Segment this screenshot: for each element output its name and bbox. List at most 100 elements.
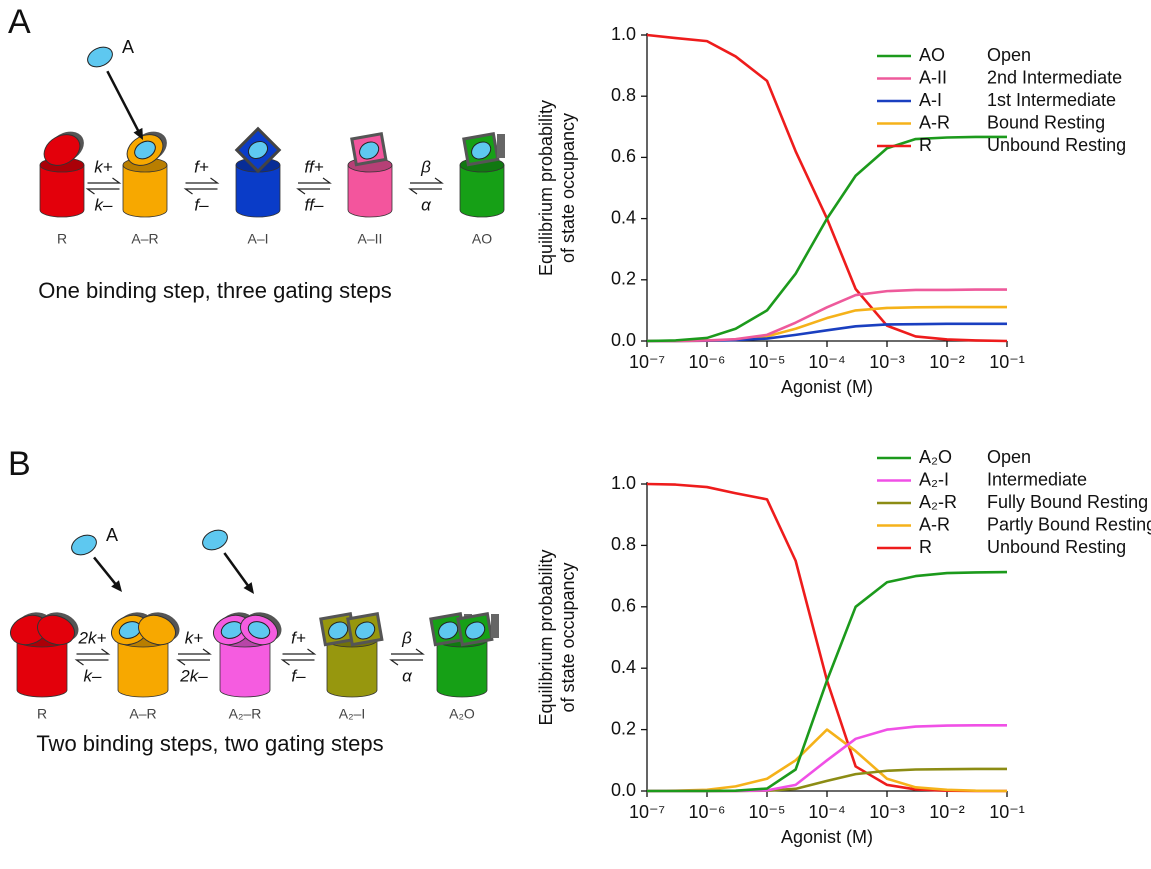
channel-state bbox=[39, 131, 85, 218]
x-tick-label: 10⁻⁷ bbox=[629, 352, 665, 372]
channel-state bbox=[429, 612, 499, 698]
legend-name: A₂-I bbox=[919, 469, 949, 489]
legend-name: A₂-R bbox=[919, 492, 957, 512]
binding-arrowhead bbox=[111, 580, 122, 592]
forward-rate: k+ bbox=[94, 157, 113, 176]
channel-state bbox=[213, 612, 282, 698]
legend-name: R bbox=[919, 135, 932, 155]
x-tick-label: 10⁻⁴ bbox=[808, 802, 845, 822]
channel-state bbox=[122, 131, 168, 218]
state-label: A–R bbox=[129, 706, 156, 722]
binding-arrow bbox=[93, 556, 118, 587]
channel-body bbox=[122, 164, 168, 218]
x-axis-label: Agonist (M) bbox=[781, 377, 873, 397]
state-label: A₂O bbox=[449, 706, 475, 722]
agonist-label: A bbox=[106, 525, 118, 545]
x-axis-label: Agonist (M) bbox=[781, 827, 873, 847]
forward-rate: f+ bbox=[291, 628, 306, 647]
bound-agonist bbox=[465, 621, 486, 640]
forward-arrow bbox=[76, 648, 111, 655]
legend-name: A₂O bbox=[919, 447, 952, 467]
legend-description: Unbound Resting bbox=[987, 537, 1126, 557]
channel-state bbox=[111, 612, 180, 698]
y-axis-label: of state occupancy bbox=[558, 113, 578, 263]
bound-agonist bbox=[471, 141, 492, 160]
backward-rate: 2k– bbox=[179, 666, 208, 685]
backward-arrow bbox=[74, 659, 109, 666]
bound-agonist bbox=[134, 140, 156, 160]
channel-body bbox=[39, 164, 85, 218]
legend-description: 2nd Intermediate bbox=[987, 67, 1122, 87]
backward-rate: f– bbox=[194, 195, 209, 214]
state-label: A–II bbox=[358, 231, 383, 247]
legend-name: R bbox=[919, 537, 932, 557]
binding-arrow bbox=[106, 70, 141, 134]
channel-body bbox=[117, 639, 169, 698]
legend-description: Bound Resting bbox=[987, 112, 1105, 132]
bound-agonist bbox=[247, 621, 271, 639]
series-line bbox=[646, 33, 1008, 343]
x-tick-label: 10⁻² bbox=[929, 352, 965, 372]
cap bbox=[43, 134, 81, 166]
x-tick-label: 10⁻⁴ bbox=[808, 352, 845, 372]
bound-agonist bbox=[438, 621, 459, 640]
y-axis-label: Equilibrium probability bbox=[536, 549, 556, 725]
backward-arrow bbox=[176, 659, 210, 666]
y-axis-label: of state occupancy bbox=[558, 562, 578, 712]
cap-side bbox=[491, 614, 499, 638]
legend-name: A-I bbox=[919, 90, 942, 110]
agonist bbox=[87, 46, 113, 68]
backward-arrow bbox=[85, 188, 120, 195]
legend-name: A-R bbox=[919, 112, 950, 132]
channel-state bbox=[459, 132, 505, 218]
y-tick-label: 1.0 bbox=[611, 24, 636, 44]
agonist bbox=[202, 529, 228, 551]
y-tick-label: 1.0 bbox=[611, 473, 636, 493]
state-label: A–I bbox=[247, 231, 268, 247]
y-tick-label: 0.0 bbox=[611, 330, 636, 350]
y-tick-label: 0.0 bbox=[611, 780, 636, 800]
state-label: A₂–I bbox=[339, 706, 365, 722]
bound-agonist bbox=[328, 621, 349, 640]
backward-arrow bbox=[183, 188, 218, 195]
legend-description: Partly Bound Resting bbox=[987, 514, 1151, 534]
y-tick-label: 0.4 bbox=[611, 207, 636, 227]
legend-description: Fully Bound Resting bbox=[987, 492, 1148, 512]
legend-description: Unbound Resting bbox=[987, 135, 1126, 155]
x-tick-label: 10⁻³ bbox=[869, 352, 905, 372]
forward-arrow bbox=[282, 648, 317, 655]
x-tick-label: 10⁻⁶ bbox=[689, 352, 726, 372]
agonist-label: A bbox=[122, 37, 134, 57]
y-tick-label: 0.8 bbox=[611, 85, 636, 105]
binding-arrow bbox=[223, 552, 251, 589]
series-line bbox=[646, 135, 1007, 343]
backward-arrow bbox=[408, 188, 442, 195]
forward-rate: β bbox=[401, 628, 412, 647]
panel-label: A bbox=[8, 3, 31, 41]
forward-rate: ff+ bbox=[304, 157, 323, 176]
backward-rate: k– bbox=[95, 195, 114, 214]
agonist bbox=[71, 534, 97, 556]
channel-body bbox=[16, 639, 68, 698]
bound-agonist bbox=[355, 621, 376, 640]
y-tick-label: 0.8 bbox=[611, 534, 636, 554]
forward-rate: 2k+ bbox=[78, 628, 107, 647]
forward-arrow bbox=[178, 648, 212, 655]
y-tick-label: 0.6 bbox=[611, 146, 636, 166]
legend-description: Open bbox=[987, 447, 1031, 467]
state-label: R bbox=[57, 231, 67, 247]
channel-body bbox=[219, 639, 271, 698]
backward-rate: k– bbox=[84, 666, 103, 685]
backward-rate: α bbox=[402, 666, 413, 685]
legend-description: Open bbox=[987, 45, 1031, 65]
state-label: A₂–R bbox=[229, 706, 262, 722]
diagram-caption: Two binding steps, two gating steps bbox=[36, 731, 383, 756]
cap bbox=[138, 614, 176, 646]
legend-name: AO bbox=[919, 45, 945, 65]
bound-agonist bbox=[359, 141, 380, 160]
forward-arrow bbox=[298, 177, 332, 184]
cap-side bbox=[497, 134, 505, 158]
legend-name: A-R bbox=[919, 514, 950, 534]
